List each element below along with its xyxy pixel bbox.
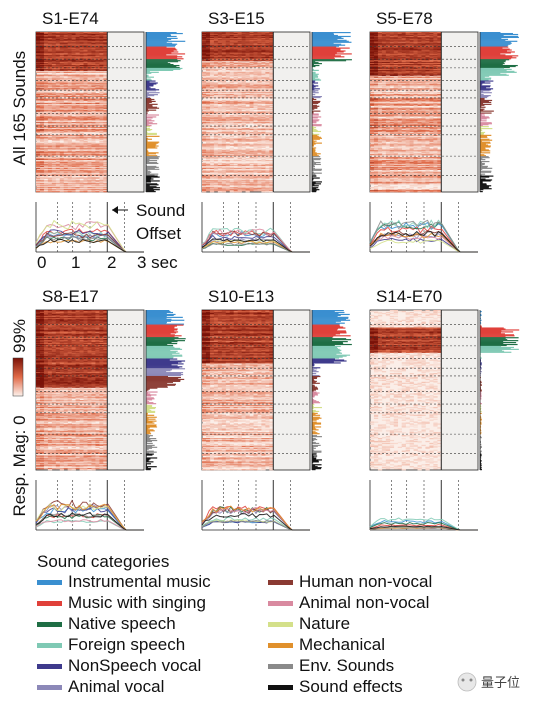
legend-label: Music with singing [68, 593, 206, 612]
legend-item: Foreign speech [37, 635, 185, 654]
time-course-lines [201, 227, 310, 253]
time-course-lines [35, 499, 144, 531]
legend-label: Human non-vocal [299, 572, 432, 591]
time-tick-3: 3 sec [137, 253, 178, 272]
panel-title: S8-E17 [42, 287, 99, 306]
panel-s1-e74: S1-E74 [35, 9, 186, 253]
panel-s10-e13: S10-E13 [201, 287, 352, 531]
colorbar-gradient [12, 357, 24, 397]
legend-item: Instrumental music [37, 572, 211, 591]
time-tick-2: 2 [107, 253, 116, 272]
heatmap-cells [370, 32, 442, 193]
legend-swatch [37, 622, 62, 627]
heatmap-cells [36, 32, 108, 193]
sound-offset-line2: Offset [136, 224, 181, 243]
panel-s5-e78: S5-E78 [369, 9, 519, 253]
legend-item: Animal non-vocal [268, 593, 429, 612]
watermark: 量子位 [457, 672, 520, 692]
legend-label: Instrumental music [68, 572, 211, 591]
sound-offset-line1: Sound [136, 201, 185, 220]
time-axis-ticks: 0 1 2 3 sec [37, 253, 178, 272]
watermark-text: 量子位 [481, 676, 520, 691]
legend-label: Animal non-vocal [299, 593, 429, 612]
legend-item: Music with singing [37, 593, 206, 612]
colorbar-label: Resp. Mag: 0 [10, 415, 29, 516]
legend-swatch [37, 643, 62, 648]
legend-item: Native speech [37, 614, 176, 633]
colorbar: 99% Resp. Mag: 0 [10, 319, 29, 517]
legend-swatch [268, 685, 293, 690]
category-bars [312, 310, 352, 471]
legend-item: Mechanical [268, 635, 385, 654]
legend-item: Env. Sounds [268, 656, 394, 675]
time-course-lines [369, 517, 478, 531]
legend-label: Animal vocal [68, 677, 164, 696]
legend-label: NonSpeech vocal [68, 656, 201, 675]
heatmap-cells [202, 310, 274, 471]
legend-label: Nature [299, 614, 350, 633]
category-bars [312, 32, 352, 193]
legend-swatch [37, 685, 62, 690]
legend-swatch [268, 601, 293, 606]
colorbar-max-label: 99% [10, 319, 29, 353]
panel-title: S5-E78 [376, 9, 433, 28]
category-bars [480, 310, 520, 471]
legend-label: Mechanical [299, 635, 385, 654]
legend-label: Env. Sounds [299, 656, 394, 675]
legend-label: Native speech [68, 614, 176, 633]
category-bars [146, 310, 186, 471]
legend-swatch [268, 622, 293, 627]
panel-title: S1-E74 [42, 9, 99, 28]
time-tick-0: 0 [37, 253, 46, 272]
category-bars [146, 32, 186, 193]
category-bars [480, 32, 519, 193]
legend-swatch [37, 601, 62, 606]
panel-s8-e17: S8-E17 [35, 287, 186, 531]
legend-item: Human non-vocal [268, 572, 432, 591]
legend-label: Sound effects [299, 677, 403, 696]
time-course-lines [201, 505, 310, 531]
legend-item: Nature [268, 614, 350, 633]
time-course-lines [35, 219, 144, 253]
panel-title: S3-E15 [208, 9, 265, 28]
panel-title: S14-E70 [376, 287, 442, 306]
heatmap-cells [202, 32, 274, 193]
panel-grid: S1-E74 S3-E15 S5-E78 S8-E17 S10-E13 S14-E70 [35, 9, 520, 531]
sound-offset-annotation: Sound Offset [112, 201, 185, 243]
time-tick-1: 1 [71, 253, 80, 272]
legend-swatch [268, 664, 293, 669]
heatmap-cells [36, 310, 108, 471]
panel-s3-e15: S3-E15 [201, 9, 352, 253]
legend-item: Animal vocal [37, 677, 164, 696]
heatmap-cells [370, 310, 442, 471]
legend-swatch [268, 643, 293, 648]
legend-item: Sound effects [268, 677, 403, 696]
legend-item: NonSpeech vocal [37, 656, 201, 675]
legend-swatch [268, 580, 293, 585]
panel-s14-e70: S14-E70 [369, 287, 520, 531]
time-course-lines [369, 219, 478, 253]
panel-title: S10-E13 [208, 287, 274, 306]
legend: Sound categories Instrumental music Music… [37, 552, 432, 696]
legend-title: Sound categories [37, 552, 169, 571]
legend-swatch [37, 664, 62, 669]
legend-label: Foreign speech [68, 635, 185, 654]
left-axis-label: All 165 Sounds [10, 51, 29, 165]
legend-swatch [37, 580, 62, 585]
